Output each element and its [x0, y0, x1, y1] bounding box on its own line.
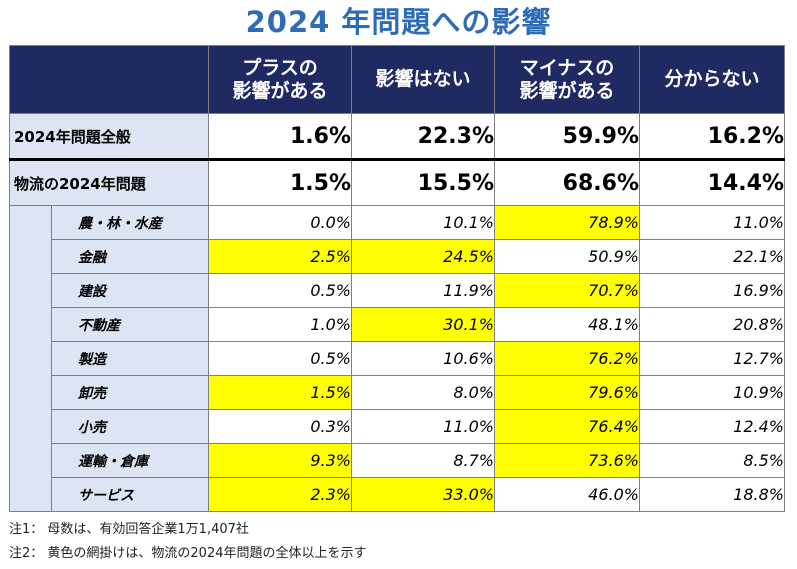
industry-value: 1.5% [208, 375, 352, 410]
industry-row: 卸売 1.5% 8.0% 79.6% 10.9% [9, 375, 785, 410]
industry-row: 建設 0.5% 11.9% 70.7% 16.9% [9, 273, 785, 308]
industry-value: 12.7% [639, 341, 785, 376]
summary-value: 1.6% [208, 113, 352, 160]
industry-value: 11.0% [639, 205, 785, 240]
chart-title: 2024 年問題への影響 [245, 5, 552, 39]
summary-row-label: 物流の2024年問題 [9, 158, 209, 206]
industry-value: 24.5% [351, 239, 495, 274]
industry-value: 2.5% [208, 239, 352, 274]
column-header: プラスの 影響がある [208, 45, 352, 114]
industry-value: 78.9% [494, 205, 640, 240]
industry-value: 73.6% [494, 443, 640, 478]
summary-value: 68.6% [494, 158, 640, 206]
industry-value: 11.9% [351, 273, 495, 308]
industry-value: 0.3% [208, 409, 352, 444]
industry-row: 金融 2.5% 24.5% 50.9% 22.1% [9, 239, 785, 274]
industry-value: 50.9% [494, 239, 640, 274]
industry-value: 8.5% [639, 443, 785, 478]
industry-value: 16.9% [639, 273, 785, 308]
column-header: 分からない [639, 45, 785, 114]
industry-value: 18.8% [639, 477, 785, 512]
industry-value: 0.0% [208, 205, 352, 240]
header-row: プラスの 影響がある 影響はない マイナスの 影響がある 分からない [9, 45, 785, 114]
industry-value: 48.1% [494, 307, 640, 342]
industry-value: 79.6% [494, 375, 640, 410]
note-1: 注1： 母数は、有効回答企業1万1,407社 [9, 522, 249, 537]
industry-indent [9, 443, 52, 478]
industry-label: 運輸・倉庫 [51, 443, 209, 478]
header-corner [9, 45, 209, 114]
industry-value: 11.0% [351, 409, 495, 444]
summary-value: 59.9% [494, 113, 640, 160]
industry-row: 小売 0.3% 11.0% 76.4% 12.4% [9, 409, 785, 444]
industry-row: 農・林・水産 0.0% 10.1% 78.9% 11.0% [9, 205, 785, 240]
column-header: 影響はない [351, 45, 495, 114]
industry-value: 9.3% [208, 443, 352, 478]
industry-indent [9, 307, 52, 342]
industry-label: 建設 [51, 273, 209, 308]
industry-value: 8.0% [351, 375, 495, 410]
industry-indent [9, 409, 52, 444]
industry-indent [9, 273, 52, 308]
industry-row: サービス 2.3% 33.0% 46.0% 18.8% [9, 477, 785, 512]
industry-value: 76.2% [494, 341, 640, 376]
summary-row: 物流の2024年問題 1.5% 15.5% 68.6% 14.4% [9, 158, 785, 206]
industry-label: サービス [51, 477, 209, 512]
industry-value: 76.4% [494, 409, 640, 444]
industry-value: 20.8% [639, 307, 785, 342]
industry-label: 農・林・水産 [51, 205, 209, 240]
impact-table: プラスの 影響がある 影響はない マイナスの 影響がある 分からない 2024年問題全般… [9, 45, 785, 512]
industry-indent [9, 205, 52, 240]
industry-indent [9, 239, 52, 274]
summary-value: 16.2% [639, 113, 785, 160]
summary-value: 1.5% [208, 158, 352, 206]
industry-indent [9, 375, 52, 410]
industry-label: 小売 [51, 409, 209, 444]
industry-value: 70.7% [494, 273, 640, 308]
industry-label: 卸売 [51, 375, 209, 410]
industry-row: 不動産 1.0% 30.1% 48.1% 20.8% [9, 307, 785, 342]
industry-indent [9, 477, 52, 512]
summary-value: 14.4% [639, 158, 785, 206]
industry-value: 22.1% [639, 239, 785, 274]
industry-value: 10.6% [351, 341, 495, 376]
industry-value: 30.1% [351, 307, 495, 342]
industry-value: 10.9% [639, 375, 785, 410]
industry-row: 製造 0.5% 10.6% 76.2% 12.7% [9, 341, 785, 376]
industry-label: 不動産 [51, 307, 209, 342]
industry-value: 0.5% [208, 341, 352, 376]
industry-label: 金融 [51, 239, 209, 274]
industry-value: 46.0% [494, 477, 640, 512]
impact-table-body: プラスの 影響がある 影響はない マイナスの 影響がある 分からない 2024年問題全般… [9, 45, 785, 512]
industry-value: 1.0% [208, 307, 352, 342]
industry-value: 33.0% [351, 477, 495, 512]
summary-value: 22.3% [351, 113, 495, 160]
column-header: マイナスの 影響がある [494, 45, 640, 114]
industry-value: 0.5% [208, 273, 352, 308]
industry-value: 2.3% [208, 477, 352, 512]
summary-row-label: 2024年問題全般 [9, 113, 209, 160]
summary-value: 15.5% [351, 158, 495, 206]
industry-indent [9, 341, 52, 376]
industry-value: 8.7% [351, 443, 495, 478]
note-2: 注2： 黄色の網掛けは、物流の2024年問題の全体以上を示す [9, 546, 367, 561]
industry-label: 製造 [51, 341, 209, 376]
industry-value: 12.4% [639, 409, 785, 444]
industry-value: 10.1% [351, 205, 495, 240]
industry-row: 運輸・倉庫 9.3% 8.7% 73.6% 8.5% [9, 443, 785, 478]
summary-row: 2024年問題全般 1.6% 22.3% 59.9% 16.2% [9, 113, 785, 160]
